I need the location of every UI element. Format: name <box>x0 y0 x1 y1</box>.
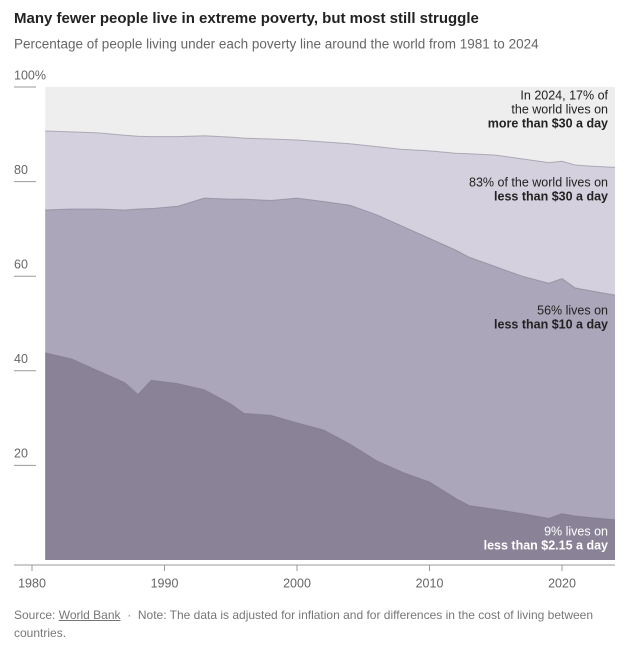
chart-subtitle: Percentage of people living under each p… <box>14 37 539 52</box>
annotation: the world lives on <box>511 102 608 116</box>
source-link[interactable]: World Bank <box>58 608 121 622</box>
x-tick-label: 1980 <box>18 576 46 590</box>
x-tick-label: 1990 <box>151 576 179 590</box>
annotation-bold: more than $30 a day <box>488 116 608 130</box>
x-tick-label: 2020 <box>548 576 576 590</box>
y-tick-label: 40 <box>14 352 28 366</box>
annotation: 9% lives on <box>544 524 608 538</box>
x-tick-label: 2000 <box>283 576 311 590</box>
x-tick-label: 2010 <box>416 576 444 590</box>
annotation-bold: less than $10 a day <box>494 317 608 331</box>
annotation: 83% of the world lives on <box>469 175 608 189</box>
annotation: 56% lives on <box>537 303 608 317</box>
footer: Source: World Bank · Note: The data is a… <box>14 606 614 642</box>
separator: · <box>127 608 132 622</box>
y-tick-label: 80 <box>14 163 28 177</box>
area-line <box>45 352 616 521</box>
area <box>45 352 615 560</box>
source-label: Source: <box>14 608 56 622</box>
annotation-bold: less than $2.15 a day <box>484 538 608 552</box>
chart-title: Many fewer people live in extreme povert… <box>14 10 479 27</box>
chart: Many fewer people live in extreme povert… <box>14 10 616 590</box>
y-tick-label: 100% <box>14 68 46 82</box>
annotation-bold: less than $30 a day <box>494 189 608 203</box>
area-line <box>45 130 616 168</box>
area-line <box>45 197 616 296</box>
annotation: In 2024, 17% of <box>520 88 608 102</box>
y-tick-label: 60 <box>14 257 28 271</box>
note: Note: The data is adjusted for inflation… <box>14 608 594 640</box>
y-tick-label: 20 <box>14 447 28 461</box>
